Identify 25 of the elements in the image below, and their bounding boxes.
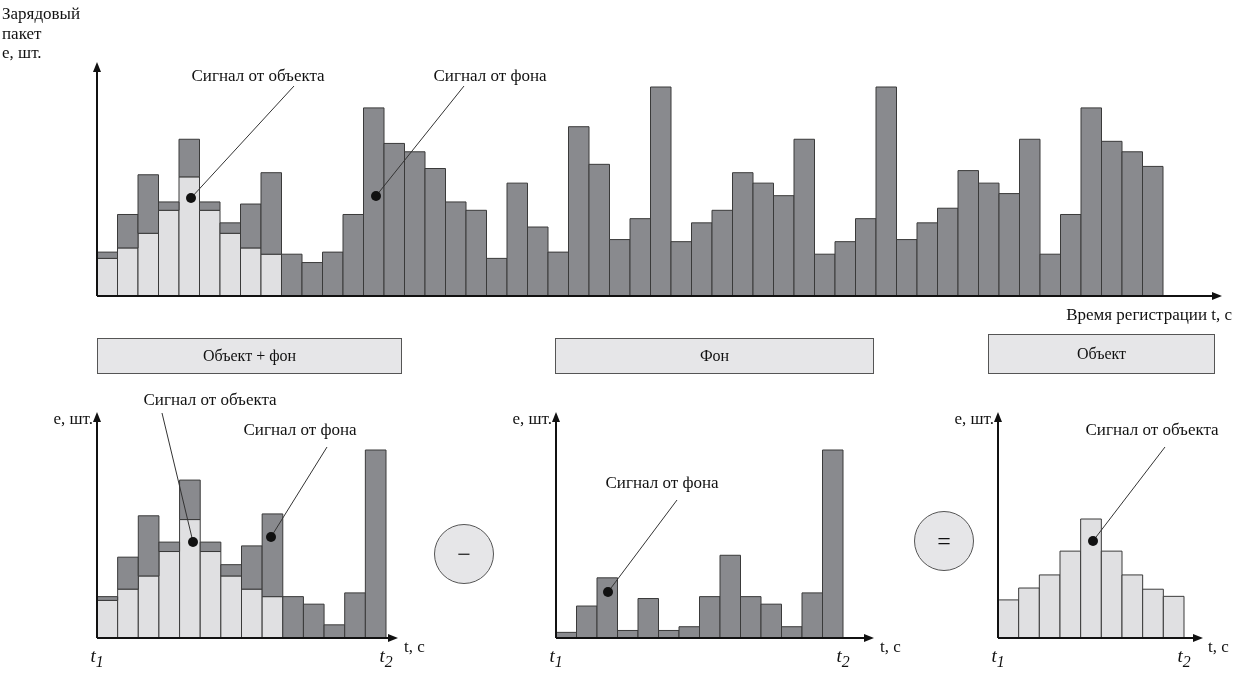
text: = — [914, 511, 974, 571]
y-axis-title: e, шт. — [954, 409, 994, 428]
series-label: Сигнал от фона — [243, 420, 357, 439]
text: t$_{1}$ — [90, 645, 104, 670]
chart-title: Объект + фон — [97, 338, 402, 374]
text: Сигнал от фона — [605, 473, 719, 492]
text: − — [434, 524, 494, 584]
y-axis-title: e, шт. — [512, 409, 552, 428]
x-axis-title: t, с — [1208, 637, 1229, 656]
text: Сигнал от объекта — [1085, 420, 1219, 439]
text: t$_{1}$ — [991, 645, 1005, 670]
text: Сигнал от фона — [433, 66, 547, 85]
text: t$_{2}$ — [836, 645, 850, 670]
x-axis-title: Время регистрации t, с — [1066, 305, 1232, 324]
y-axis-title: Зарядовый пакет e, шт. — [2, 4, 81, 63]
y-axis-title: e, шт. — [53, 409, 93, 428]
x-axis-title: t, с — [404, 637, 425, 656]
text: t$_{2}$ — [379, 645, 393, 670]
chart-title: Объект — [988, 334, 1215, 374]
chart-title: Фон — [555, 338, 874, 374]
text: t$_{2}$ — [1177, 645, 1191, 670]
text: Сигнал от объекта — [191, 66, 325, 85]
text: Сигнал от объекта — [143, 390, 277, 409]
text: t$_{1}$ — [549, 645, 563, 670]
x-axis-title: t, с — [880, 637, 901, 656]
